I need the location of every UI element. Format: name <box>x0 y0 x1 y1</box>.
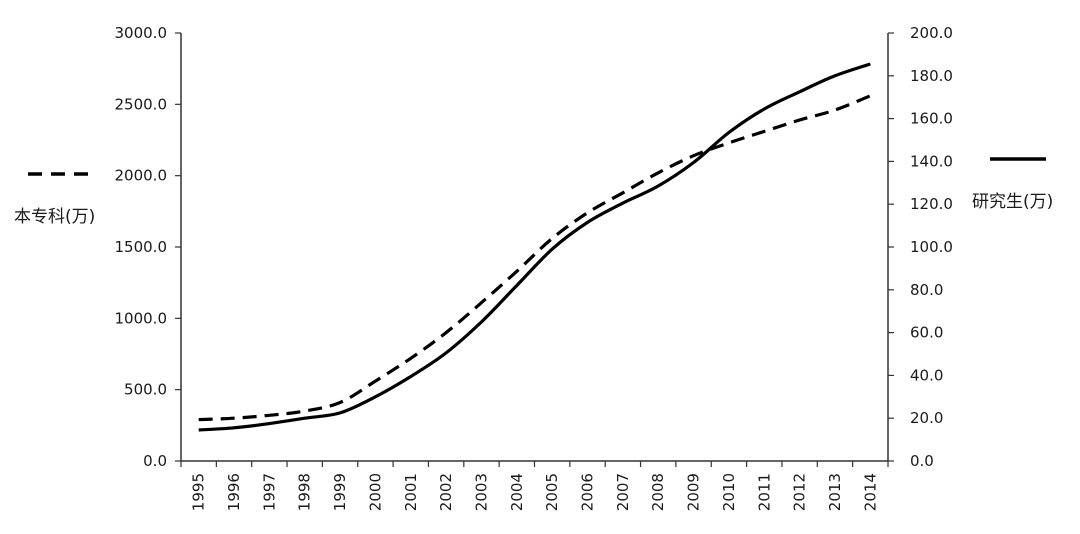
axes <box>180 33 889 462</box>
x-tick-label: 2006 <box>579 473 597 511</box>
legend-right-label: 研究生(万) <box>972 192 1053 212</box>
x-tick-label: 1999 <box>331 473 349 511</box>
x-tick-label: 1997 <box>260 473 278 511</box>
x-tick-label: 1995 <box>190 473 208 511</box>
series-line-undergrad-dashed <box>198 94 871 422</box>
legend: 本专科(万) 研究生(万) <box>14 157 1053 227</box>
right-tick-label: 200.0 <box>910 24 953 42</box>
left-tick-label: 1000.0 <box>115 309 168 327</box>
right-tick-label: 160.0 <box>910 110 953 128</box>
left-tick-label: 3000.0 <box>115 24 168 42</box>
left-tick-label: 0.0 <box>143 452 167 470</box>
x-tick-label: 1998 <box>296 473 314 511</box>
x-tick-label: 2007 <box>614 473 632 511</box>
x-tick-label: 2010 <box>720 473 738 511</box>
legend-left-label: 本专科(万) <box>14 207 95 227</box>
x-tick-label: 2008 <box>649 473 667 511</box>
right-tick-label: 0.0 <box>910 452 934 470</box>
right-tick-label: 100.0 <box>910 238 953 256</box>
left-axis-ticks: 0.0 500.0 1000.0 1500.0 2000.0 2500.0 3000.0 <box>115 24 181 470</box>
x-tick-label: 2002 <box>437 473 455 511</box>
left-tick-label: 1500.0 <box>115 238 168 256</box>
x-tick-label: 2013 <box>826 473 844 511</box>
series-line-graduate-solid <box>198 62 871 432</box>
right-tick-label: 140.0 <box>910 152 953 170</box>
right-tick-label: 60.0 <box>910 324 943 342</box>
x-tick-label: 2009 <box>685 473 703 511</box>
x-tick-label: 2001 <box>402 473 420 511</box>
x-tick-label: 2014 <box>861 473 879 511</box>
x-tick-label: 2003 <box>472 473 490 511</box>
right-tick-label: 80.0 <box>910 281 943 299</box>
x-tick-label: 2005 <box>543 473 561 511</box>
x-tick-label: 2012 <box>791 473 809 511</box>
left-tick-label: 2500.0 <box>115 95 168 113</box>
right-tick-label: 20.0 <box>910 409 943 427</box>
x-tick-label: 2004 <box>508 473 526 511</box>
right-tick-label: 180.0 <box>910 67 953 85</box>
right-tick-label: 120.0 <box>910 195 953 213</box>
series-group <box>198 62 871 432</box>
right-tick-label: 40.0 <box>910 366 943 384</box>
left-tick-label: 500.0 <box>124 381 167 399</box>
x-tick-label: 2000 <box>366 473 384 511</box>
x-tick-label: 2011 <box>755 473 773 511</box>
right-axis-ticks: 0.0 20.0 40.0 60.0 80.0 100.0 120.0 140.0 160.0 1… <box>888 24 953 470</box>
x-tick-label: 1996 <box>225 473 243 511</box>
x-axis-ticks: 1995 1996 1997 1998 1999 2000 2001 2002 2003 2004… <box>180 461 889 511</box>
left-tick-label: 2000.0 <box>115 167 168 185</box>
